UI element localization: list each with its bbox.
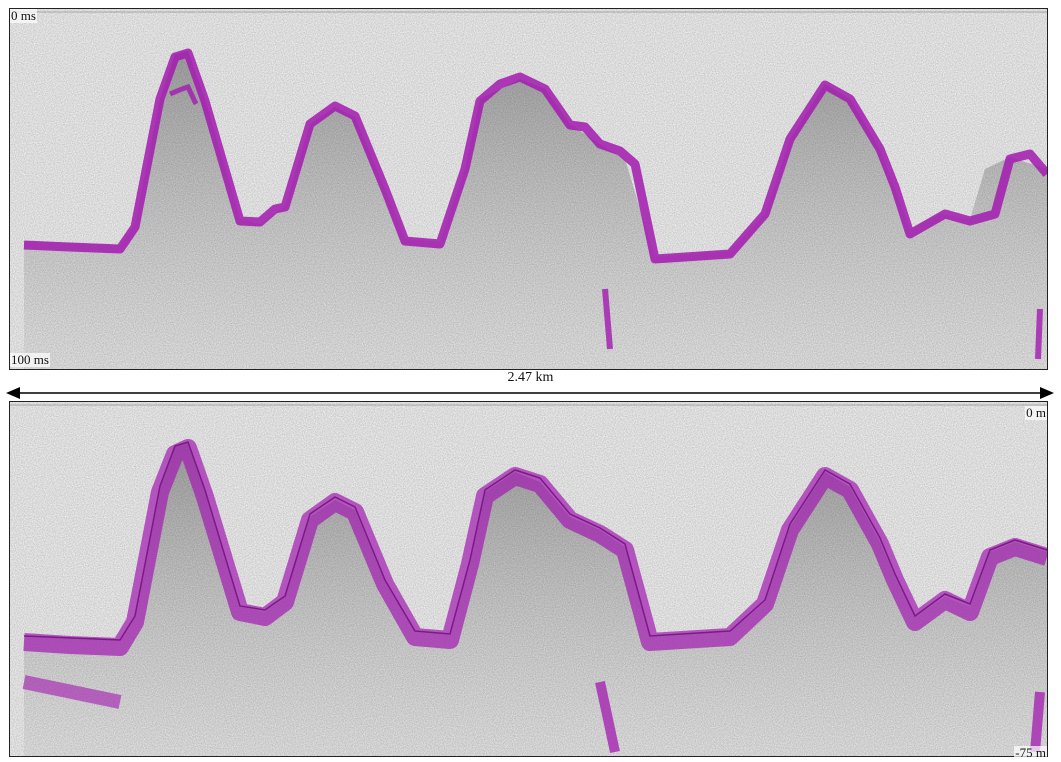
bottom-profile-image [10,402,1047,756]
scale-arrow [6,387,1054,399]
depth-top-label: 0 m [1025,405,1047,420]
seafloor-reflector [23,48,1047,264]
seafloor-reflector [23,439,1047,656]
depth-bottom-label: -75 m [1014,745,1047,760]
bottom-seismic-profile [9,401,1048,757]
top-profile-image [10,9,1047,369]
top-time-end-label: 100 ms [10,352,50,367]
top-seismic-profile [9,8,1048,370]
top-time-start-label: 0 ms [10,8,37,23]
scale-label: 2.47 km [507,370,554,385]
